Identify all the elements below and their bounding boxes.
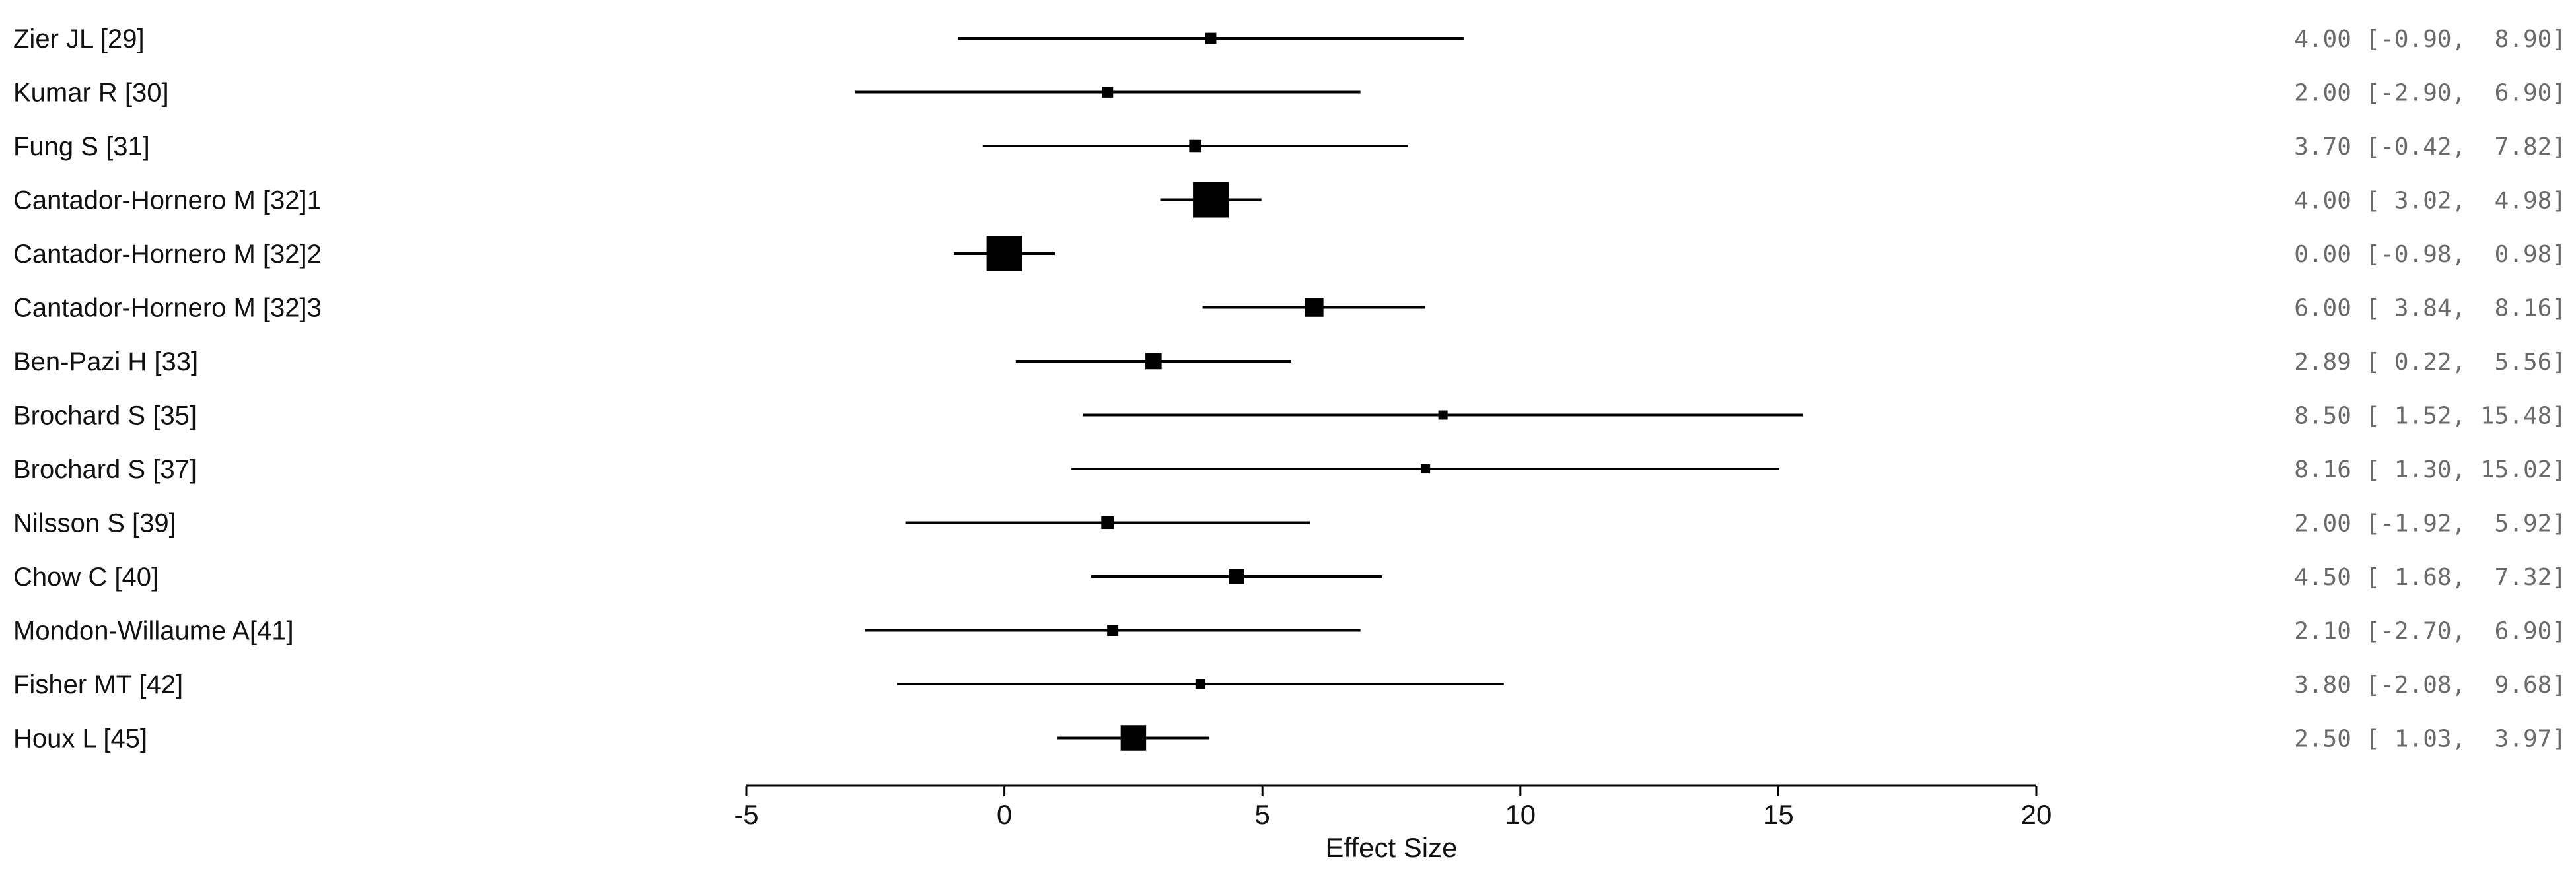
point-estimate [1205, 32, 1217, 44]
study-row: Houx L [45] 2.50 [ 1.03, 3.97] [13, 724, 2566, 753]
point-estimate [1101, 516, 1114, 530]
x-tick-label: 0 [997, 799, 1012, 830]
point-estimate [986, 236, 1022, 271]
study-row: Nilsson S [39] 2.00 [-1.92, 5.92] [13, 509, 2566, 538]
estimate-ci-text: 2.50 [ 1.03, 3.97] [2294, 726, 2566, 753]
study-row: Fisher MT [42] 3.80 [-2.08, 9.68] [13, 670, 2566, 699]
study-label: Kumar R [30] [13, 79, 169, 108]
point-estimate [1120, 725, 1147, 751]
study-label: Zier JL [29] [13, 24, 145, 53]
estimate-ci-text: 2.89 [ 0.22, 5.56] [2294, 349, 2566, 376]
study-label: Fisher MT [42] [13, 670, 183, 699]
estimate-ci-text: 4.50 [ 1.68, 7.32] [2294, 564, 2566, 591]
estimate-ci-text: 6.00 [ 3.84, 8.16] [2294, 295, 2566, 322]
estimate-ci-text: 3.80 [-2.08, 9.68] [2294, 672, 2566, 699]
study-label: Mondon-Willaume A[41] [13, 617, 294, 646]
estimate-ci-text: 4.00 [ 3.02, 4.98] [2294, 188, 2566, 215]
study-row: Zier JL [29] 4.00 [-0.90, 8.90] [13, 24, 2566, 53]
estimate-ci-text: 2.00 [-2.90, 6.90] [2294, 80, 2566, 107]
study-rows: Zier JL [29] 4.00 [-0.90, 8.90] Kumar R [3… [13, 24, 2566, 753]
point-estimate [1195, 679, 1206, 689]
study-row: Brochard S [35] 8.50 [ 1.52, 15.48] [13, 401, 2566, 431]
point-estimate [1305, 298, 1324, 317]
x-tick-label: 15 [1763, 799, 1794, 830]
study-label: Cantador-Hornero M [32]2 [13, 240, 322, 269]
x-tick-label: 10 [1505, 799, 1536, 830]
study-row: Fung S [31] 3.70 [-0.42, 7.82] [13, 132, 2566, 161]
point-estimate [1438, 410, 1448, 420]
point-estimate [1421, 464, 1431, 474]
estimate-ci-text: 2.10 [-2.70, 6.90] [2294, 618, 2566, 645]
point-estimate [1107, 625, 1119, 636]
study-label: Cantador-Hornero M [32]1 [13, 186, 322, 215]
point-estimate [1145, 353, 1162, 370]
study-row: Ben-Pazi H [33] 2.89 [ 0.22, 5.56] [13, 347, 2566, 376]
estimate-ci-text: 2.00 [-1.92, 5.92] [2294, 510, 2566, 538]
point-estimate [1102, 87, 1114, 98]
study-row: Cantador-Hornero M [32]1 4.00 [ 3.02, 4.9… [13, 182, 2566, 218]
study-row: Chow C [40] 4.50 [ 1.68, 7.32] [13, 563, 2566, 592]
x-tick-label: 5 [1255, 799, 1270, 830]
study-label: Chow C [40] [13, 563, 159, 592]
estimate-ci-text: 8.16 [ 1.30, 15.02] [2294, 456, 2566, 483]
point-estimate [1229, 569, 1244, 584]
study-label: Houx L [45] [13, 724, 147, 753]
point-estimate [1189, 139, 1201, 153]
x-tick-label: -5 [734, 799, 758, 830]
study-label: Brochard S [35] [13, 401, 197, 431]
study-row: Mondon-Willaume A[41] 2.10 [-2.70, 6.90] [13, 617, 2566, 646]
point-estimate [1193, 182, 1229, 218]
estimate-ci-text: 0.00 [-0.98, 0.98] [2294, 241, 2566, 268]
study-label: Cantador-Hornero M [32]3 [13, 294, 322, 323]
study-label: Fung S [31] [13, 132, 150, 161]
study-row: Brochard S [37] 8.16 [ 1.30, 15.02] [13, 455, 2566, 484]
x-axis-title: Effect Size [1326, 832, 1458, 863]
study-label: Nilsson S [39] [13, 509, 176, 538]
study-label: Ben-Pazi H [33] [13, 347, 198, 376]
estimate-ci-text: 3.70 [-0.42, 7.82] [2294, 133, 2566, 160]
estimate-ci-text: 4.00 [-0.90, 8.90] [2294, 26, 2566, 53]
study-row: Cantador-Hornero M [32]3 6.00 [ 3.84, 8.1… [13, 294, 2566, 323]
study-row: Cantador-Hornero M [32]2 0.00 [-0.98, 0.9… [13, 236, 2566, 271]
study-label: Brochard S [37] [13, 455, 197, 484]
estimate-ci-text: 8.50 [ 1.52, 15.48] [2294, 403, 2566, 430]
x-axis: -5 0 5 10 15 20 Effect Size [734, 784, 2052, 863]
x-tick-label: 20 [2021, 799, 2052, 830]
study-row: Kumar R [30] 2.00 [-2.90, 6.90] [13, 79, 2566, 108]
